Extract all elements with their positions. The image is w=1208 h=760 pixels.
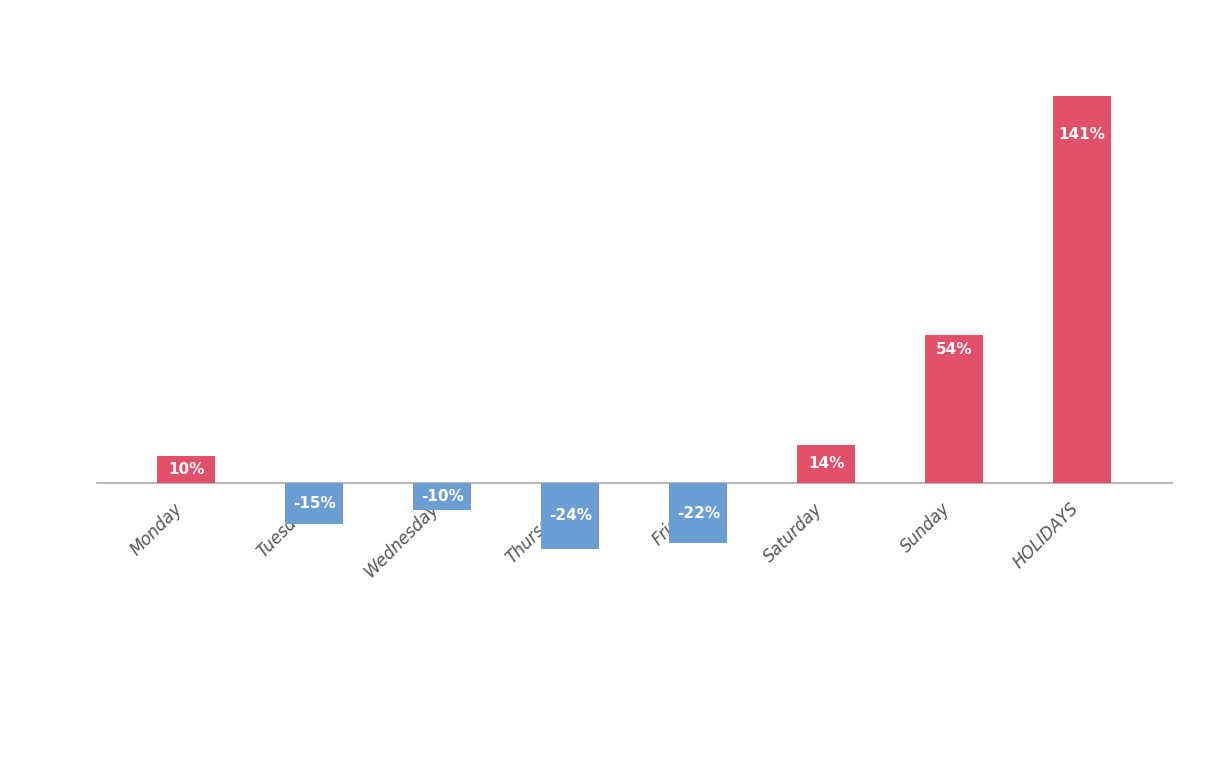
Bar [669,483,727,543]
Text: -24%: -24% [548,508,592,524]
Bar [413,483,471,511]
Bar [925,335,983,483]
Text: 14%: 14% [808,456,844,471]
Bar [797,445,855,483]
Text: -15%: -15% [292,496,336,511]
Text: -22%: -22% [676,505,720,521]
Text: 141%: 141% [1058,128,1105,142]
Text: 10%: 10% [168,462,204,477]
Bar [541,483,599,549]
Bar [285,483,343,524]
Bar [157,456,215,483]
Text: 54%: 54% [936,342,972,357]
Bar [1053,97,1111,483]
Text: -10%: -10% [420,489,464,505]
